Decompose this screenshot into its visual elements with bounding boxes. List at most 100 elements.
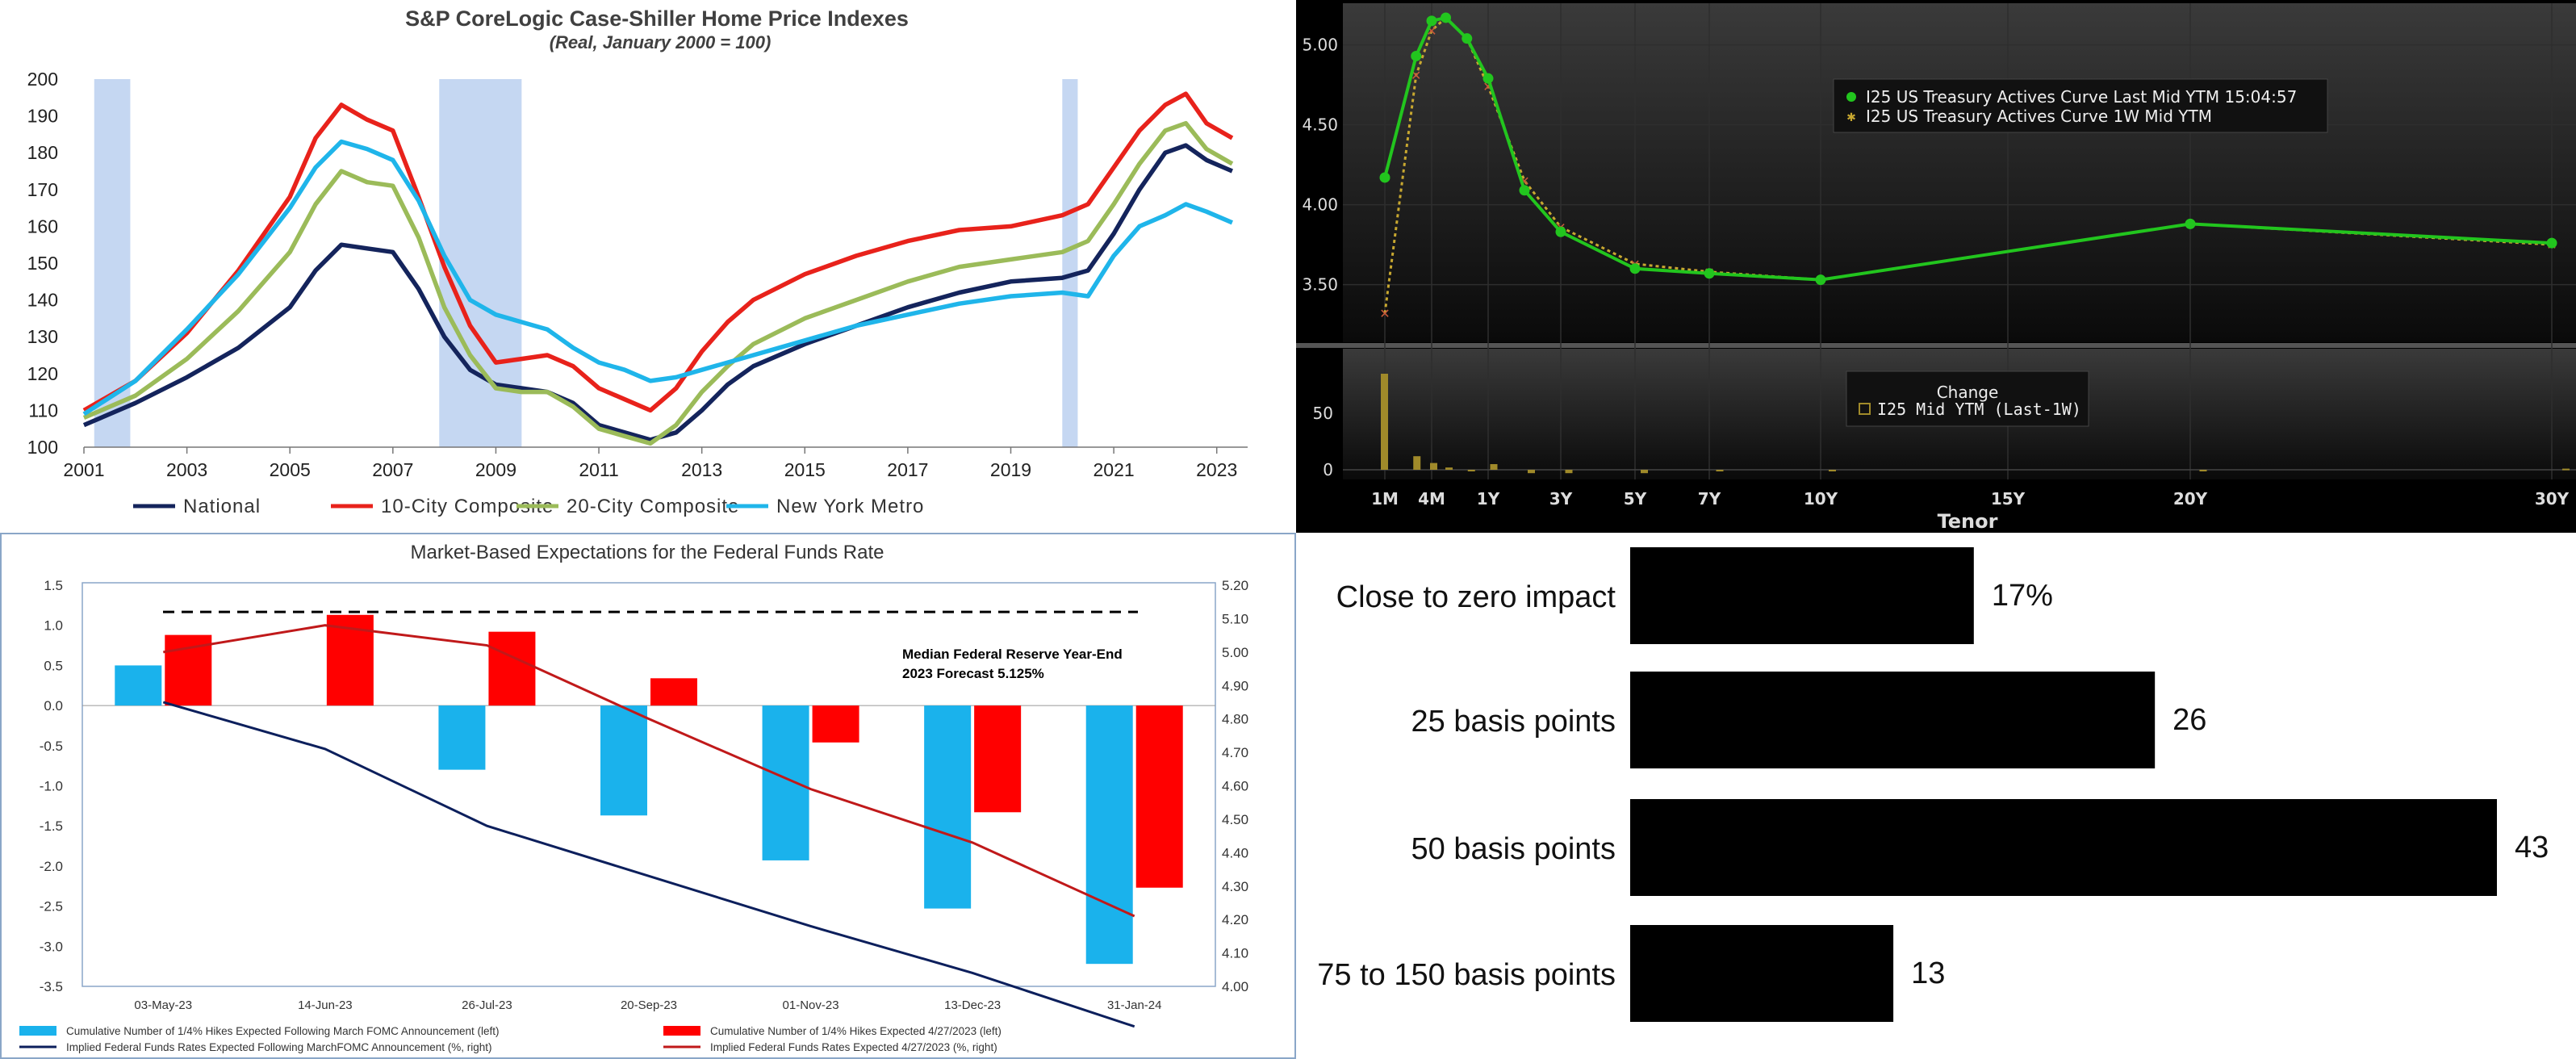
left-y-tick-label: -2.5 (40, 899, 63, 915)
right-y-tick-label: 4.50 (1222, 812, 1248, 827)
x-tick-label: 2009 (475, 459, 516, 480)
series-line (82, 120, 1234, 446)
plot-background (1343, 3, 2576, 342)
change-title: Change (1937, 383, 1999, 402)
hike-bar (600, 705, 647, 816)
y-tick-label: 140 (27, 290, 58, 311)
x-tick-label: 30Y (2535, 489, 2570, 509)
change-bar (1381, 374, 1388, 470)
x-axis-label: Tenor (1938, 510, 1998, 533)
left-y-tick-label: -1.0 (40, 779, 63, 794)
y-tick-label: 100 (27, 437, 58, 458)
left-y-tick-label: -3.5 (40, 979, 63, 994)
legend-label: Cumulative Number of 1/4% Hikes Expected… (66, 1025, 499, 1037)
y-tick-label: 130 (27, 326, 58, 347)
hike-bar (762, 705, 809, 860)
category-label: 25 basis points (1411, 705, 1616, 739)
legend-label: Implied Federal Funds Rates Expected Fol… (66, 1041, 491, 1053)
category-label: 13-Dec-23 (944, 998, 1001, 1012)
change-bar (2562, 468, 2570, 471)
legend-label: Implied Federal Funds Rates Expected 4/2… (710, 1041, 997, 1053)
point-marker-last (1462, 33, 1473, 44)
point-marker-last (1482, 73, 1494, 84)
category-label: Close to zero impact (1336, 580, 1616, 614)
left-y-tick-label: 0.5 (44, 658, 63, 673)
point-marker-last (1379, 172, 1390, 183)
x-tick-label: 2005 (270, 459, 311, 480)
legend-swatch (663, 1026, 700, 1036)
impact-bar-chart: Close to zero impact 17% 25 basis points 26… (1296, 533, 2576, 1059)
change-legend-box (1846, 370, 2089, 427)
rate-line (162, 701, 1135, 1028)
hike-bar (115, 665, 162, 706)
x-tick-label: 15Y (1991, 489, 2026, 509)
change-bar (1565, 470, 1573, 474)
point-marker-last (1629, 263, 1641, 274)
y-tick-label: 180 (27, 142, 58, 163)
impact-bar (1630, 925, 1894, 1022)
change-bar (1445, 467, 1453, 470)
right-y-tick-label: 4.10 (1222, 946, 1248, 961)
change-y-tick-label: 0 (1323, 460, 1333, 479)
x-tick-label: 2021 (1094, 459, 1135, 480)
x-tick-label: 1M (1371, 489, 1399, 509)
point-marker-last (1704, 268, 1715, 279)
change-legend-label: I25 Mid YTM (Last-1W) (1877, 400, 2081, 419)
hike-bar (812, 705, 859, 743)
series-line (82, 91, 1234, 413)
recession-band (1062, 79, 1078, 447)
point-marker-last (1426, 15, 1437, 27)
value-label: 13 (1911, 956, 1945, 990)
category-label: 50 basis points (1411, 832, 1616, 866)
left-y-tick-label: 1.0 (44, 618, 63, 634)
right-y-tick-label: 5.20 (1222, 578, 1248, 593)
right-y-tick-label: 4.30 (1222, 879, 1248, 894)
change-bar (1829, 470, 1836, 471)
point-marker-1w: ✕ (1379, 306, 1390, 321)
y-tick-label: 4.50 (1302, 115, 1338, 135)
point-marker-last (1519, 185, 1530, 196)
point-marker-last (1815, 274, 1826, 286)
rate-line (163, 624, 1135, 918)
x-tick-label: 2013 (681, 459, 722, 480)
hike-bar (924, 705, 972, 909)
legend-label: Cumulative Number of 1/4% Hikes Expected… (710, 1025, 1002, 1037)
y-tick-label: 170 (27, 179, 58, 200)
y-tick-label: 120 (27, 363, 58, 384)
point-marker-last (2185, 218, 2196, 229)
hike-bar (1135, 705, 1183, 888)
hike-bar (650, 678, 697, 706)
impact-bar (1630, 672, 2156, 768)
impact-bar (1630, 547, 1974, 644)
change-bar (1490, 464, 1498, 470)
y-tick-label: 200 (27, 69, 58, 90)
y-tick-label: 3.50 (1302, 275, 1338, 295)
forecast-annotation: 2023 Forecast 5.125% (902, 666, 1044, 681)
legend-label: I25 US Treasury Actives Curve Last Mid Y… (1866, 87, 2297, 107)
category-label: 03-May-23 (134, 998, 192, 1012)
hike-bar (974, 705, 1022, 813)
y-tick-label: 4.00 (1302, 195, 1338, 215)
fed-funds-chart: Market-Based Expectations for the Federa… (0, 533, 1296, 1059)
case-shiller-chart: S&P CoreLogic Case-Shiller Home Price In… (0, 0, 1291, 533)
chart-title: S&P CoreLogic Case-Shiller Home Price In… (405, 6, 909, 31)
change-bar (1467, 470, 1475, 471)
left-y-tick-label: 0.0 (44, 698, 63, 714)
value-label: 17% (1992, 579, 2053, 613)
x-tick-label: 2019 (990, 459, 1031, 480)
value-label: 43 (2515, 831, 2549, 864)
legend-box (1833, 78, 2328, 133)
change-bar (2199, 470, 2207, 471)
legend-swatch (1846, 92, 1856, 102)
category-label: 20-Sep-23 (621, 998, 677, 1012)
right-y-tick-label: 4.00 (1222, 979, 1248, 994)
point-marker-last (2546, 237, 2557, 249)
hike-bar (1085, 705, 1133, 965)
right-y-tick-label: 4.20 (1222, 912, 1248, 927)
forecast-annotation: Median Federal Reserve Year-End (902, 647, 1123, 662)
category-label: 26-Jul-23 (462, 998, 512, 1012)
y-tick-label: 150 (27, 253, 58, 274)
left-y-tick-label: -1.5 (40, 818, 63, 834)
change-bar (1716, 470, 1724, 471)
legend-swatch: ✱ (1846, 111, 1856, 124)
